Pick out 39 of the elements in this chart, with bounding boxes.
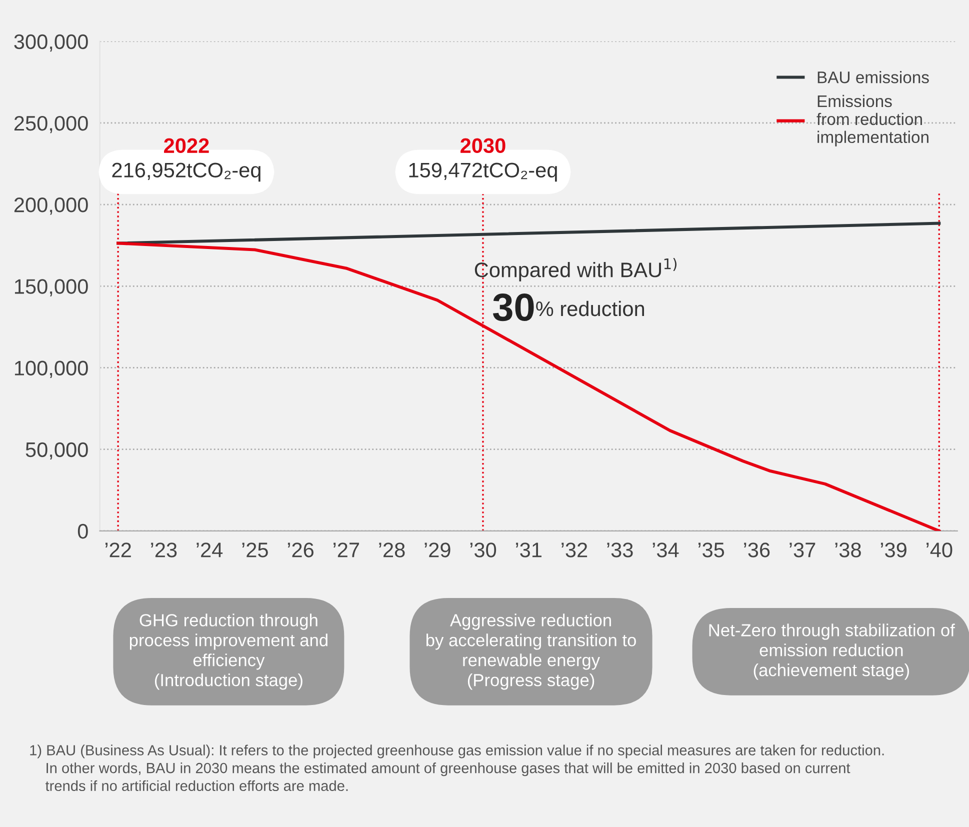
y-tick-label: 300,000 (14, 34, 88, 52)
text: 1) BAU (Business As Usual): It refers to the projected greenhouse gas emission value if no special measures are taken for reduction. In other words, BAU in 2030 means the estimated amount of greenhouse gases that will be emitted in 2030 based on current trends if no artificial reduction efforts are made. (30, 744, 884, 792)
x-tick-label: ’27 (334, 542, 359, 558)
y-tick-label: 200,000 (14, 198, 88, 215)
y-tick-label: 0 (78, 524, 88, 539)
x-tick-label: ’28 (379, 542, 405, 558)
x-tick-label: ’26 (288, 542, 314, 558)
x-tick-label: ’31 (516, 542, 542, 558)
x-tick-label: ’36 (744, 542, 770, 558)
annotation: 216,952tCO₂-eq (112, 162, 260, 182)
x-tick-label: ’32 (562, 542, 588, 558)
x-tick-label: ’35 (698, 542, 724, 558)
x-tick-label: ’23 (151, 542, 177, 558)
x-tick-label: ’30 (470, 542, 496, 558)
x-tick-label: ’29 (424, 542, 450, 558)
annotation: 30 (492, 294, 534, 322)
y-tick-label: 150,000 (14, 279, 88, 296)
text: Aggressive reduction by accelerating transition to renewable energy (Progress stage) (426, 614, 636, 690)
legend-label: BAU emissions (818, 71, 929, 84)
y-tick-label: 100,000 (14, 360, 88, 378)
annotation: % reduction (536, 300, 644, 316)
annotation: Compared with BAU$^{1)}$ (474, 258, 676, 282)
x-tick-label: ’40 (926, 542, 952, 558)
y-tick-label: 250,000 (14, 116, 88, 134)
text: GHG reduction through process improvement and efficiency (Introduction stage) (130, 614, 328, 690)
x-tick-label: ’37 (790, 542, 816, 558)
x-tick-label: ’24 (196, 542, 223, 558)
x-tick-label: ’33 (607, 542, 633, 558)
annotation: 2022 (164, 138, 209, 154)
annotation: 2030 (460, 138, 506, 154)
x-tick-label: ’22 (105, 542, 131, 558)
annotation: 159,472tCO₂-eq (409, 162, 557, 182)
x-tick-label: ’25 (242, 542, 268, 558)
y-tick-label: 50,000 (26, 442, 88, 460)
text: Net-Zero through stabilization of emission reduction (achievement stage) (709, 624, 955, 680)
x-tick-label: ’34 (652, 542, 679, 558)
legend-label: Emissions from reduction implementation (816, 94, 928, 146)
x-tick-label: ’38 (835, 542, 861, 558)
x-tick-label: ’39 (880, 542, 906, 558)
